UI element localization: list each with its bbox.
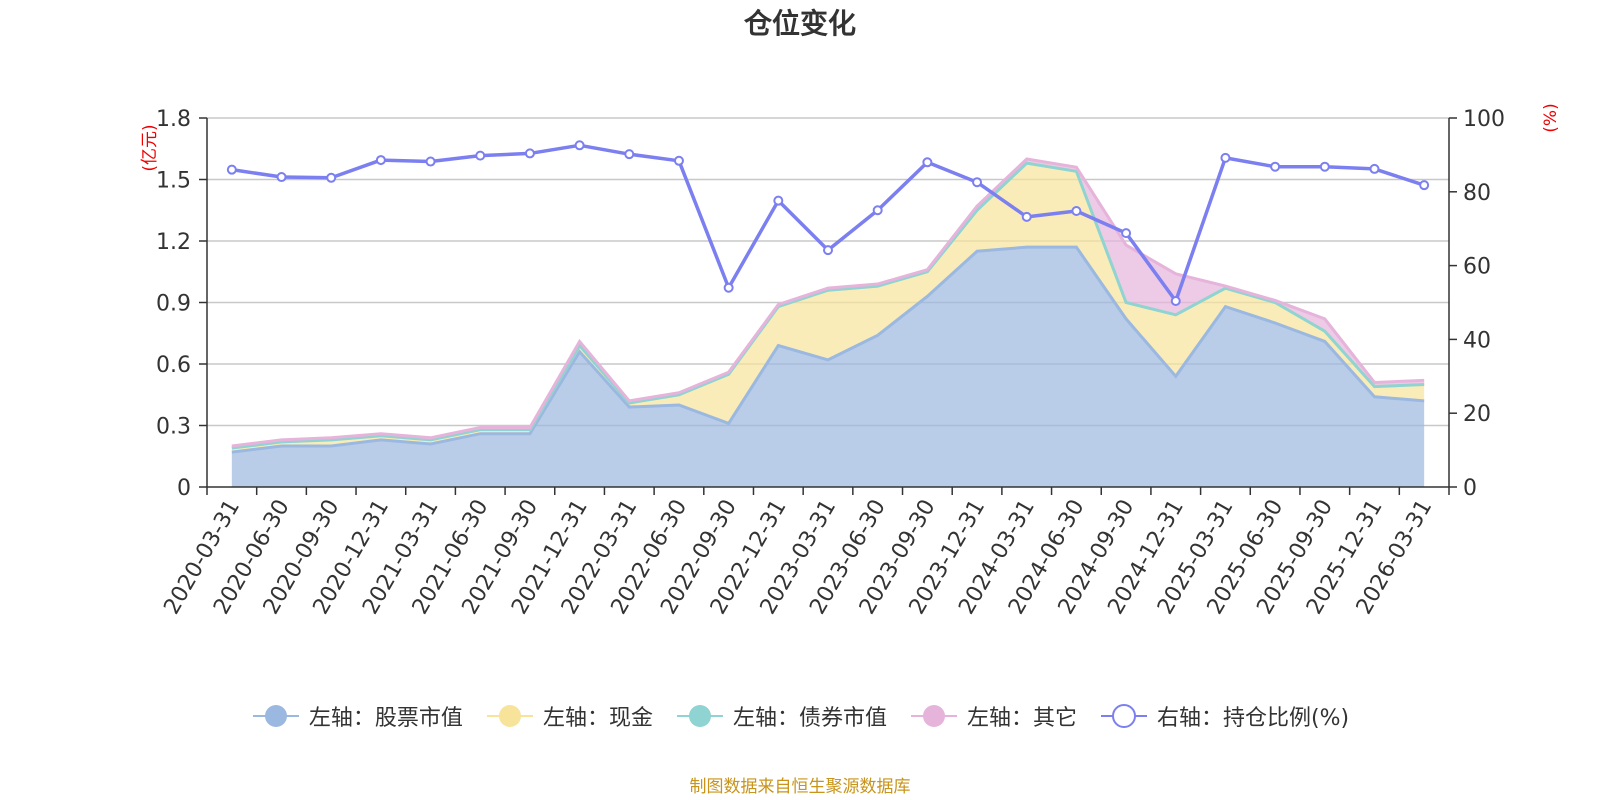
- ratio-point: [1071, 205, 1082, 216]
- left-axis-tick-label: 0: [177, 476, 191, 501]
- legend-item-other[interactable]: 左轴：其它: [909, 700, 1077, 732]
- ratio-point: [723, 282, 734, 293]
- area-series: [231, 157, 1425, 487]
- legend-label-ratio: 右轴：持仓比例(%): [1156, 706, 1350, 731]
- legend-label-other: 左轴：其它: [966, 706, 1077, 731]
- legend-stock-icon: [252, 705, 299, 727]
- right-axis-tick-label: 20: [1463, 402, 1491, 427]
- legend-cash-icon: [486, 705, 533, 727]
- ratio-point: [574, 140, 585, 151]
- area-edge-左轴：其它: [231, 157, 1425, 448]
- legend-item-cash[interactable]: 左轴：现金: [485, 700, 653, 732]
- ratio-point: [1419, 180, 1430, 191]
- legend-label-cash: 左轴：现金: [542, 706, 653, 731]
- ratio-point: [673, 155, 684, 166]
- ratio-point: [872, 205, 883, 216]
- left-axis-tick-label: 0.6: [156, 353, 191, 378]
- left-axis-tick-label: 1.8: [156, 107, 191, 132]
- area-edge-左轴：债券市值: [231, 161, 1425, 450]
- legend-item-bond[interactable]: 左轴：债券市值: [675, 700, 887, 732]
- source-footer: 制图数据来自恒生聚源数据库: [689, 777, 911, 797]
- ratio-point: [475, 150, 486, 161]
- ratio-point: [1121, 228, 1132, 239]
- right-axis-tick-label: 0: [1463, 476, 1477, 501]
- ratio-point: [624, 149, 635, 160]
- chart-title: 仓位变化: [744, 7, 856, 40]
- legend-item-stock[interactable]: 左轴：股票市值: [251, 700, 463, 732]
- ratio-line: [231, 143, 1425, 303]
- ratio-point: [524, 148, 535, 159]
- legend-label-bond: 左轴：债券市值: [732, 706, 887, 731]
- area-edge-左轴：股票市值: [231, 245, 1425, 454]
- right-axis-tick-label: 100: [1463, 107, 1505, 132]
- legend-item-ratio[interactable]: 右轴：持仓比例(%): [1099, 700, 1349, 732]
- right-axis-tick-label: 60: [1463, 255, 1491, 280]
- legend-label-stock: 左轴：股票市值: [308, 706, 463, 731]
- ratio-point: [1170, 296, 1181, 307]
- right-axis-unit: (%): [1541, 103, 1561, 132]
- right-axis-tick-label: 80: [1463, 181, 1491, 206]
- ratio-point: [922, 157, 933, 168]
- area-左轴：其它: [231, 159, 1425, 449]
- legend-ratio-icon: [1100, 704, 1147, 728]
- ratio-point: [1220, 152, 1231, 163]
- ratio-point: [1270, 161, 1281, 172]
- ratio-line-series: [226, 140, 1430, 307]
- ratio-point: [1369, 163, 1380, 174]
- ratio-point: [425, 156, 436, 167]
- ratio-point: [1319, 161, 1330, 172]
- ratio-point: [375, 155, 386, 166]
- left-axis-tick-label: 1.2: [156, 230, 191, 255]
- left-axis-tick-label: 0.3: [156, 415, 191, 440]
- left-axis-tick-label: 0.9: [156, 292, 191, 317]
- area-左轴：现金: [231, 163, 1425, 453]
- right-axis-tick-label: 40: [1463, 328, 1491, 353]
- ratio-point: [1021, 211, 1032, 222]
- legend-other-icon: [910, 705, 957, 727]
- legend-bond-icon: [676, 705, 723, 727]
- left-axis-unit: (亿元): [140, 124, 160, 171]
- left-axis-tick-label: 1.5: [156, 169, 191, 194]
- area-左轴：股票市值: [231, 247, 1425, 487]
- legend: 左轴：股票市值 左轴：现金 左轴：债券市值 左轴：其它 右轴：持仓比例(%): [0, 700, 1600, 732]
- ratio-point: [773, 195, 784, 206]
- ratio-point: [276, 172, 287, 183]
- ratio-point: [326, 172, 337, 183]
- ratio-point: [823, 245, 833, 256]
- ratio-point: [972, 177, 983, 188]
- ratio-point: [226, 164, 237, 175]
